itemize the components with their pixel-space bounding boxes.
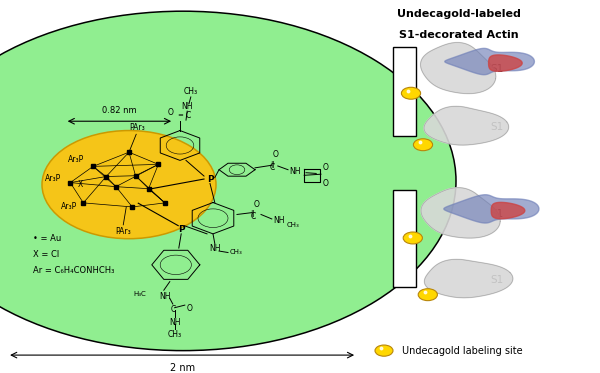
Text: S1: S1	[491, 275, 504, 285]
Text: Ar₃P: Ar₃P	[68, 155, 84, 164]
Text: ‖: ‖	[271, 161, 274, 167]
Text: O: O	[273, 150, 279, 159]
Text: C: C	[170, 305, 175, 314]
Text: O: O	[168, 109, 174, 117]
Text: NH: NH	[273, 216, 284, 225]
Text: NH: NH	[159, 292, 171, 301]
Circle shape	[401, 87, 421, 99]
Text: O: O	[187, 304, 193, 313]
Text: CH₃: CH₃	[229, 249, 242, 255]
Text: P: P	[206, 175, 214, 184]
Text: Ar = C₆H₄CONHCH₃: Ar = C₆H₄CONHCH₃	[33, 266, 115, 275]
Text: Undecagold-labeled: Undecagold-labeled	[397, 9, 521, 19]
Circle shape	[418, 289, 437, 301]
Text: C: C	[269, 163, 275, 172]
Text: S1-decorated Actin: S1-decorated Actin	[399, 30, 519, 40]
Polygon shape	[421, 43, 496, 94]
Bar	[393, 190, 416, 287]
Text: Ar₃P: Ar₃P	[61, 202, 77, 211]
Text: Undecagold labeling site: Undecagold labeling site	[402, 346, 523, 355]
Circle shape	[403, 232, 422, 244]
Text: CH₃: CH₃	[167, 330, 182, 339]
Polygon shape	[421, 188, 500, 238]
Text: O: O	[323, 163, 329, 172]
Text: S1: S1	[491, 64, 504, 74]
Text: Ar₃P: Ar₃P	[45, 174, 61, 184]
Text: X = Cl: X = Cl	[33, 250, 59, 259]
Text: CH₃: CH₃	[184, 87, 198, 96]
Polygon shape	[491, 203, 525, 219]
Text: O: O	[323, 179, 329, 188]
Circle shape	[0, 11, 456, 351]
Text: 0.82 nm: 0.82 nm	[102, 106, 137, 115]
Text: PAr₃: PAr₃	[129, 123, 145, 132]
Text: P: P	[178, 225, 185, 234]
Text: =: =	[178, 112, 184, 118]
Polygon shape	[445, 48, 535, 75]
Polygon shape	[424, 106, 509, 145]
Polygon shape	[444, 195, 539, 223]
Text: • = Au: • = Au	[33, 234, 61, 243]
Text: X: X	[78, 180, 83, 189]
Text: 2 nm: 2 nm	[170, 363, 194, 373]
Text: CH₃: CH₃	[286, 222, 299, 228]
Text: C: C	[250, 212, 256, 221]
Polygon shape	[488, 55, 522, 71]
Polygon shape	[424, 259, 513, 298]
Circle shape	[42, 131, 216, 239]
Text: NH: NH	[181, 102, 193, 111]
Text: ‖: ‖	[250, 210, 254, 217]
Text: S1: S1	[491, 210, 504, 219]
Text: H₃C: H₃C	[133, 291, 146, 297]
Text: C: C	[186, 111, 191, 120]
Text: NH: NH	[209, 244, 221, 253]
Bar	[393, 47, 416, 136]
Circle shape	[413, 139, 433, 151]
Text: NH: NH	[169, 318, 181, 327]
Text: O: O	[253, 200, 259, 209]
Text: PAr₃: PAr₃	[115, 228, 131, 236]
Text: NH: NH	[289, 167, 301, 176]
Circle shape	[375, 345, 393, 356]
Text: S1: S1	[491, 122, 504, 132]
